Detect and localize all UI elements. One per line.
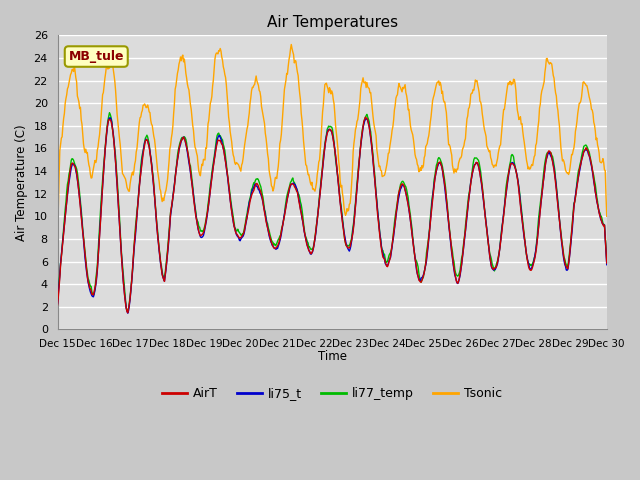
X-axis label: Time: Time [317, 350, 347, 363]
Title: Air Temperatures: Air Temperatures [267, 15, 397, 30]
Text: MB_tule: MB_tule [68, 50, 124, 63]
Legend: AirT, li75_t, li77_temp, Tsonic: AirT, li75_t, li77_temp, Tsonic [157, 383, 508, 406]
Y-axis label: Air Temperature (C): Air Temperature (C) [15, 124, 28, 240]
